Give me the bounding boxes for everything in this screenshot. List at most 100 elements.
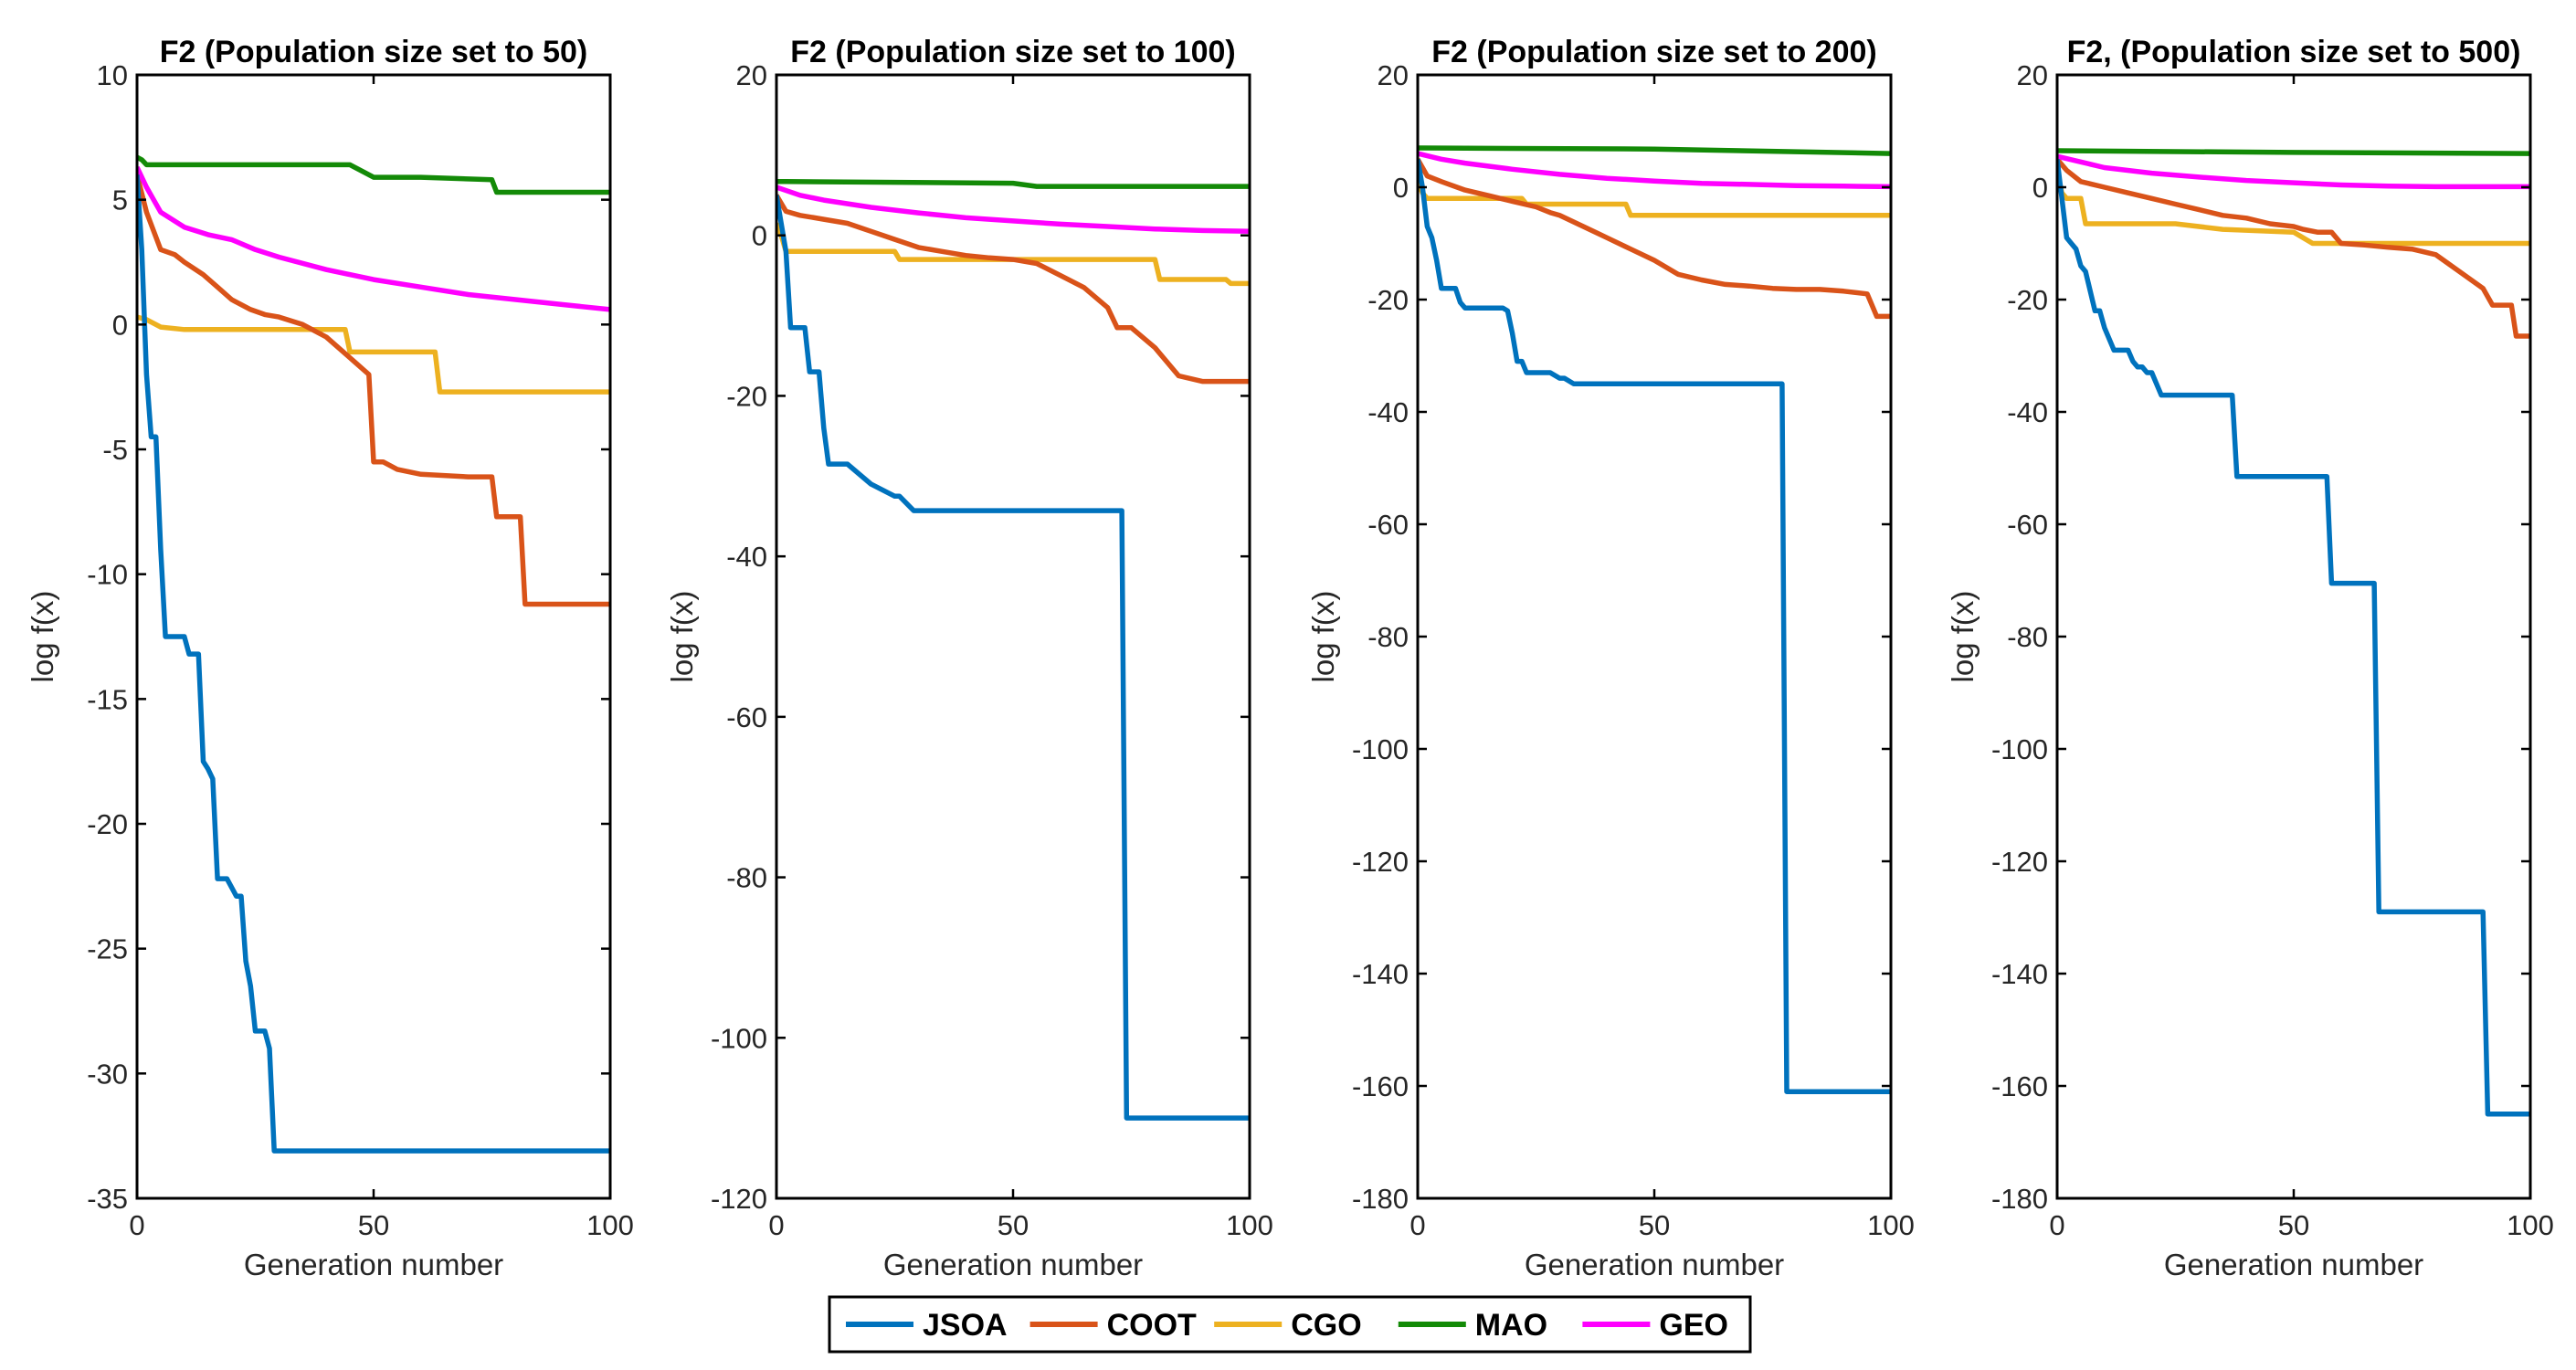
series-group xyxy=(2057,148,2530,1117)
y-tick-label: -20 xyxy=(1367,284,1409,316)
series-group xyxy=(137,154,610,1154)
axes-box xyxy=(775,73,1251,1200)
axes-box xyxy=(1416,73,1893,1200)
x-axis-label: Generation number xyxy=(883,1248,1143,1281)
series-line-jsoa xyxy=(2057,158,2530,1117)
y-tick-label: -120 xyxy=(1352,846,1409,878)
legend-label: COOT xyxy=(1107,1308,1197,1343)
y-tick-label: -25 xyxy=(87,933,128,965)
chart-title: F2 (Population size set to 50) xyxy=(160,35,588,69)
x-tick-label: 50 xyxy=(1639,1209,1670,1241)
y-tick-label: -20 xyxy=(726,380,767,412)
y-axis-label: log f(x) xyxy=(1946,591,1980,683)
y-tick-label: -120 xyxy=(1991,846,2048,878)
legend-item-cgo: CGO xyxy=(1214,1308,1362,1343)
series-line-coot xyxy=(2057,157,2530,339)
series-line-cgo xyxy=(776,222,1250,287)
legend-item-coot: COOT xyxy=(1029,1308,1197,1343)
y-tick-label: -35 xyxy=(87,1183,128,1215)
legend-item-jsoa: JSOA xyxy=(846,1308,1008,1343)
y-tick-label: -180 xyxy=(1991,1183,2048,1215)
series-line-geo xyxy=(776,184,1250,235)
y-tick-label: -100 xyxy=(711,1022,767,1054)
y-tick-label: 5 xyxy=(112,184,128,216)
x-tick-label: 50 xyxy=(998,1209,1029,1241)
y-tick-label: -100 xyxy=(1352,733,1409,765)
series-group xyxy=(1418,145,1891,1094)
legend: JSOA COOT CGO MAO GEO xyxy=(828,1295,1752,1354)
y-tick-label: -160 xyxy=(1991,1070,2048,1102)
y-tick-label: -60 xyxy=(1367,509,1409,541)
y-axis-label: log f(x) xyxy=(665,591,699,683)
y-tick-label: -80 xyxy=(726,862,767,894)
y-tick-label: -20 xyxy=(2007,284,2048,316)
series-line-cgo xyxy=(137,314,610,395)
y-tick-label: 10 xyxy=(97,59,128,91)
series-line-geo xyxy=(2057,153,2530,190)
legend-label: GEO xyxy=(1659,1308,1728,1343)
series-line-coot xyxy=(137,174,610,607)
y-tick-label: 0 xyxy=(752,220,767,252)
chart-title: F2 (Population size set to 200) xyxy=(1431,35,1876,69)
x-tick-label: 100 xyxy=(586,1209,634,1241)
x-axis-label: Generation number xyxy=(2164,1248,2423,1281)
x-tick-label: 50 xyxy=(358,1209,389,1241)
chart-title: F2 (Population size set to 100) xyxy=(790,35,1235,69)
y-tick-label: -40 xyxy=(726,541,767,573)
y-tick-label: 20 xyxy=(1378,59,1409,91)
y-tick-label: -30 xyxy=(87,1058,128,1090)
y-tick-label: -100 xyxy=(1991,733,2048,765)
x-tick-label: 0 xyxy=(1409,1209,1425,1241)
series-line-mao xyxy=(2057,148,2530,156)
legend-item-mao: MAO xyxy=(1398,1308,1547,1343)
x-tick-label: 100 xyxy=(2507,1209,2554,1241)
series-line-mao xyxy=(137,154,610,195)
y-tick-label: -40 xyxy=(2007,396,2048,428)
legend-label: JSOA xyxy=(923,1308,1008,1343)
y-tick-label: 20 xyxy=(736,59,767,91)
series-line-geo xyxy=(137,165,610,312)
legend-label: CGO xyxy=(1291,1308,1361,1343)
x-tick-label: 50 xyxy=(2278,1209,2309,1241)
y-tick-label: -80 xyxy=(1367,621,1409,653)
y-tick-label: -15 xyxy=(87,683,128,715)
y-axis-label: log f(x) xyxy=(1306,591,1340,683)
series-line-jsoa xyxy=(776,195,1250,1121)
y-tick-label: -120 xyxy=(711,1183,767,1215)
legend-item-geo: GEO xyxy=(1582,1308,1728,1343)
y-tick-label: -5 xyxy=(102,434,128,466)
x-axis-label: Generation number xyxy=(244,1248,503,1281)
x-tick-label: 100 xyxy=(1226,1209,1273,1241)
y-tick-label: -160 xyxy=(1352,1070,1409,1102)
y-tick-label: -60 xyxy=(2007,509,2048,541)
x-tick-label: 0 xyxy=(2049,1209,2064,1241)
y-tick-label: -60 xyxy=(726,701,767,733)
y-tick-label: -10 xyxy=(87,559,128,591)
y-tick-label: -180 xyxy=(1352,1183,1409,1215)
y-tick-label: -140 xyxy=(1352,958,1409,990)
x-axis-label: Generation number xyxy=(1525,1248,1784,1281)
series-line-geo xyxy=(1418,151,1891,190)
y-tick-label: 20 xyxy=(2017,59,2048,91)
legend-label: MAO xyxy=(1475,1308,1547,1343)
series-line-jsoa xyxy=(1418,158,1891,1094)
y-axis-label: log f(x) xyxy=(26,591,59,683)
x-tick-label: 100 xyxy=(1867,1209,1915,1241)
series-line-jsoa xyxy=(137,174,610,1154)
y-tick-label: -140 xyxy=(1991,958,2048,990)
series-line-coot xyxy=(776,194,1250,385)
series-line-mao xyxy=(776,179,1250,189)
x-tick-label: 0 xyxy=(768,1209,784,1241)
y-tick-label: 0 xyxy=(112,309,128,341)
x-tick-label: 0 xyxy=(129,1209,144,1241)
y-tick-label: -20 xyxy=(87,808,128,840)
chart-title: F2, (Population size set to 500) xyxy=(2067,35,2521,69)
series-line-mao xyxy=(1418,145,1891,156)
series-line-coot xyxy=(1418,157,1891,320)
